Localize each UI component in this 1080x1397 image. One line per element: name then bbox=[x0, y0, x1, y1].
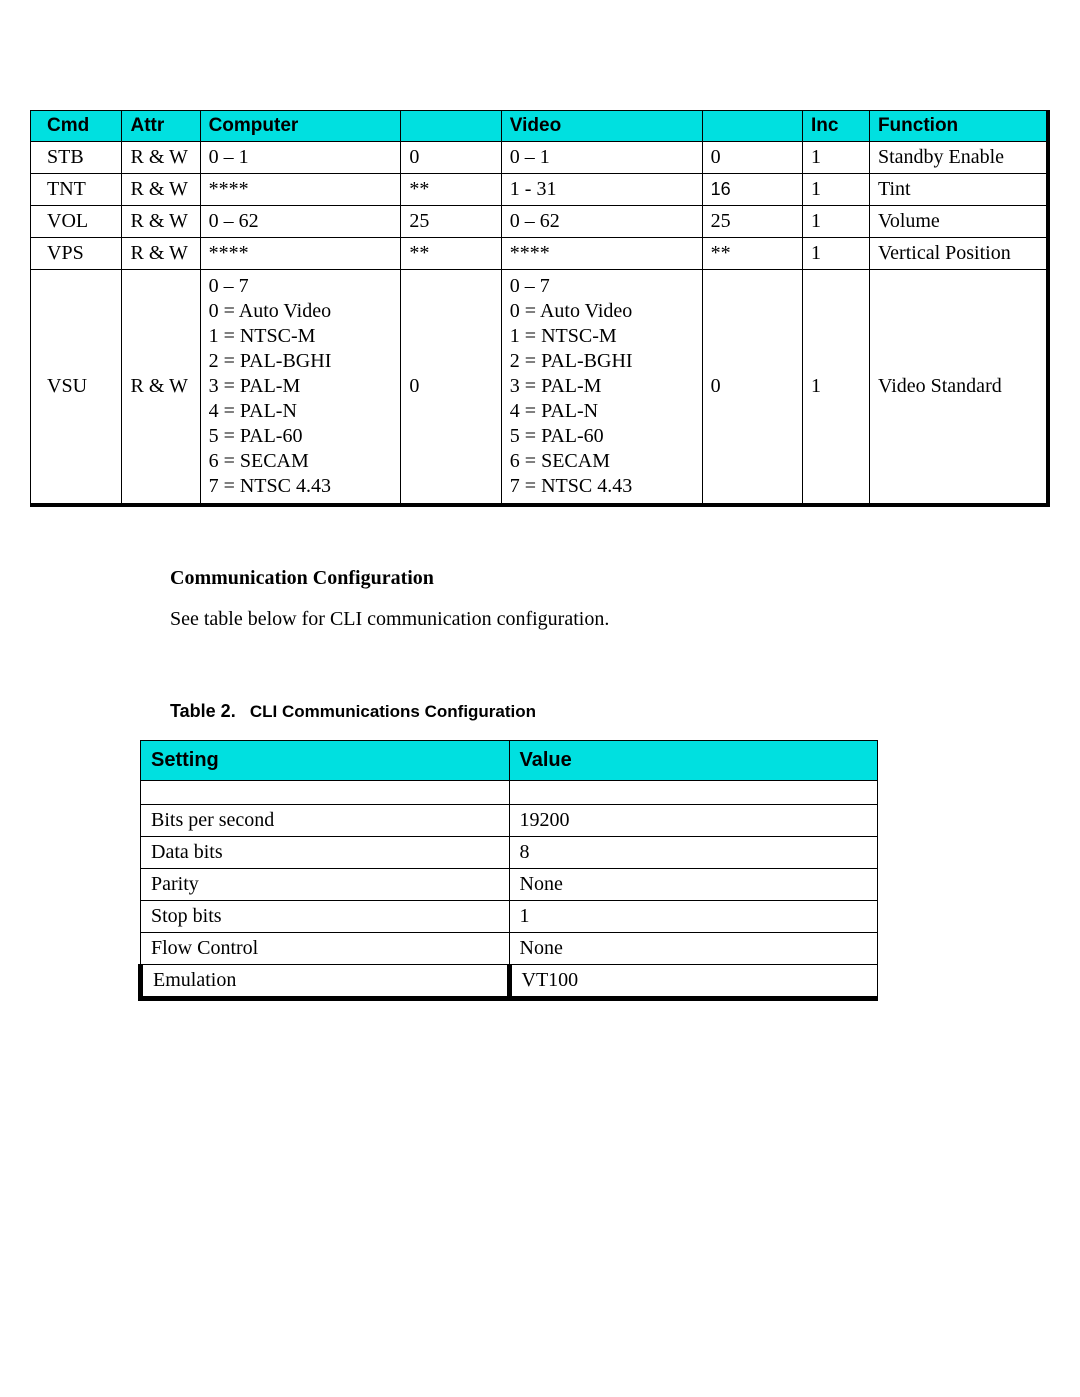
cell-video-default: 16 bbox=[702, 174, 802, 206]
cell-inc: 1 bbox=[803, 206, 870, 238]
command-attribute-table: Cmd Attr Computer Video Inc Function STB… bbox=[30, 110, 1050, 507]
cell-attr: R & W bbox=[122, 142, 200, 174]
table-header-row: Cmd Attr Computer Video Inc Function bbox=[31, 111, 1049, 142]
cell-computer-default: ** bbox=[401, 174, 501, 206]
col-header-setting: Setting bbox=[141, 741, 510, 781]
table2-caption-label: Table 2. bbox=[170, 701, 236, 721]
cell-video-default: 25 bbox=[702, 206, 802, 238]
col-header-attr: Attr bbox=[122, 111, 200, 142]
table-row: Emulation VT100 bbox=[141, 965, 878, 999]
cell-value: 8 bbox=[509, 837, 878, 869]
cell-computer: 0 – 1 bbox=[200, 142, 401, 174]
cell-video: 0 – 7 0 = Auto Video 1 = NTSC-M 2 = PAL-… bbox=[501, 270, 702, 506]
cell-inc: 1 bbox=[803, 142, 870, 174]
cell-value: 1 bbox=[509, 901, 878, 933]
cell-function: Standby Enable bbox=[869, 142, 1048, 174]
cell-computer: 0 – 62 bbox=[200, 206, 401, 238]
cell-video: 1 - 31 bbox=[501, 174, 702, 206]
cell-inc: 1 bbox=[803, 270, 870, 506]
cell-computer-default: 0 bbox=[401, 270, 501, 506]
table-row: TNT R & W **** ** 1 - 31 16 1 Tint bbox=[31, 174, 1049, 206]
cell-value: 19200 bbox=[509, 805, 878, 837]
cell-setting: Emulation bbox=[141, 965, 510, 999]
col-header-video: Video bbox=[501, 111, 702, 142]
cell-function: Video Standard bbox=[869, 270, 1048, 506]
section-heading-communication-config: Communication Configuration bbox=[170, 567, 1050, 590]
cell-cmd: STB bbox=[31, 142, 122, 174]
table-row: VOL R & W 0 – 62 25 0 – 62 25 1 Volume bbox=[31, 206, 1049, 238]
col-header-value: Value bbox=[509, 741, 878, 781]
col-header-inc: Inc bbox=[803, 111, 870, 142]
cell-setting: Parity bbox=[141, 869, 510, 901]
cell-computer-default: 25 bbox=[401, 206, 501, 238]
col-header-computer: Computer bbox=[200, 111, 401, 142]
table-row: Bits per second 19200 bbox=[141, 805, 878, 837]
cell-cmd: VSU bbox=[31, 270, 122, 506]
cell-attr: R & W bbox=[122, 270, 200, 506]
cell-computer: **** bbox=[200, 238, 401, 270]
cli-communications-config-table: Setting Value Bits per second 19200 Data… bbox=[138, 740, 878, 1001]
table2-caption-title: CLI Communications Configuration bbox=[250, 702, 536, 721]
col-header-video-default bbox=[702, 111, 802, 142]
cell-video: **** bbox=[501, 238, 702, 270]
cell-setting: Bits per second bbox=[141, 805, 510, 837]
cell-video-default: 0 bbox=[702, 270, 802, 506]
cell-video: 0 – 62 bbox=[501, 206, 702, 238]
cell-value: VT100 bbox=[509, 965, 878, 999]
col-header-cmd: Cmd bbox=[31, 111, 122, 142]
cell-video-default: 0 bbox=[702, 142, 802, 174]
col-header-computer-default bbox=[401, 111, 501, 142]
cell-video: 0 – 1 bbox=[501, 142, 702, 174]
cell-value: None bbox=[509, 933, 878, 965]
cell-setting: Data bits bbox=[141, 837, 510, 869]
table-row: Parity None bbox=[141, 869, 878, 901]
cell-attr: R & W bbox=[122, 238, 200, 270]
table-row: VSU R & W 0 – 7 0 = Auto Video 1 = NTSC-… bbox=[31, 270, 1049, 506]
cell-attr: R & W bbox=[122, 174, 200, 206]
cell-setting: Flow Control bbox=[141, 933, 510, 965]
table-header-row: Setting Value bbox=[141, 741, 878, 781]
col-header-function: Function bbox=[869, 111, 1048, 142]
cell-cmd: VPS bbox=[31, 238, 122, 270]
cell-setting: Stop bits bbox=[141, 901, 510, 933]
table-row: VPS R & W **** ** **** ** 1 Vertical Pos… bbox=[31, 238, 1049, 270]
table-row: Flow Control None bbox=[141, 933, 878, 965]
cell-attr: R & W bbox=[122, 206, 200, 238]
table2-caption: Table 2. CLI Communications Configuratio… bbox=[170, 701, 1050, 722]
cell-video-default: ** bbox=[702, 238, 802, 270]
table-row: Stop bits 1 bbox=[141, 901, 878, 933]
cell-function: Volume bbox=[869, 206, 1048, 238]
cell-function: Vertical Position bbox=[869, 238, 1048, 270]
cell-cmd: VOL bbox=[31, 206, 122, 238]
cell-value: None bbox=[509, 869, 878, 901]
cell-computer-default: ** bbox=[401, 238, 501, 270]
cell-computer: 0 – 7 0 = Auto Video 1 = NTSC-M 2 = PAL-… bbox=[200, 270, 401, 506]
cell-computer-default: 0 bbox=[401, 142, 501, 174]
cell-function: Tint bbox=[869, 174, 1048, 206]
section-text: See table below for CLI communication co… bbox=[170, 608, 1050, 631]
cell-inc: 1 bbox=[803, 238, 870, 270]
table-row: Data bits 8 bbox=[141, 837, 878, 869]
cell-computer: **** bbox=[200, 174, 401, 206]
cell-cmd: TNT bbox=[31, 174, 122, 206]
cell-inc: 1 bbox=[803, 174, 870, 206]
table-row-empty bbox=[141, 781, 878, 805]
table-row: STB R & W 0 – 1 0 0 – 1 0 1 Standby Enab… bbox=[31, 142, 1049, 174]
